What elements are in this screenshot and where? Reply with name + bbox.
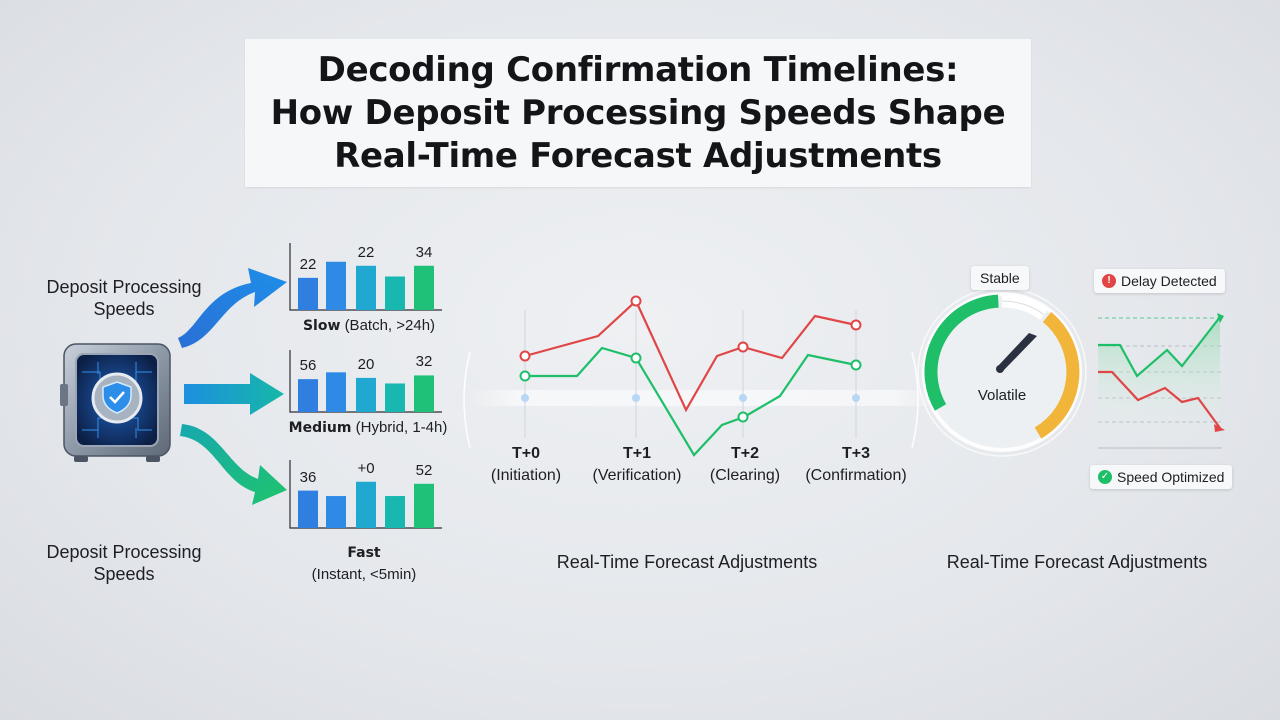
timeline-node [521,394,529,402]
bar [385,383,405,412]
bar [385,496,405,528]
timeline-label-t2: T+2 (Clearing) [685,443,805,487]
bar-data-label: 32 [415,353,433,371]
bar [356,377,376,412]
medium-caption-bold: Medium [288,420,352,436]
bar [356,265,376,310]
speed-optimized-badge: ✓ Speed Optimized [1090,465,1233,489]
timeline-node [632,394,640,402]
t2-label: T+2 [730,445,759,462]
medium-caption: Medium (Hybrid, 1-4h) [280,418,456,438]
timeline-node [852,394,860,402]
bar [414,483,434,528]
bar [385,276,405,310]
bar [356,481,376,528]
bar-data-label: +0 [357,459,375,477]
fast-caption-rest: (Instant, <5min) [311,566,417,583]
trend-green-line [1098,316,1221,378]
green-point [519,370,531,382]
bar-marks [298,261,434,528]
stable-text: Stable [980,270,1020,286]
red-point [737,341,749,353]
bar-data-label: 34 [415,243,433,261]
bar [326,496,346,528]
red-point [850,319,862,331]
alert-icon: ! [1102,274,1116,288]
gauge-caption: Real-Time Forecast Adjustments [946,552,1208,572]
bar-data-label: 56 [299,357,317,375]
title-line-2: How Deposit Processing Speeds Shape [270,92,1006,133]
gauge-icon [917,287,1087,457]
bar [298,379,318,412]
series-line-red [524,299,857,413]
t0-label: T+0 [511,445,540,462]
timeline-caption: Real-Time Forecast Adjustments [556,552,818,572]
arrow-fast [180,424,287,505]
t3-sub: (Confirmation) [805,467,907,484]
timeline-label-t0: T+0 (Initiation) [466,443,586,487]
bar-data-label: 20 [357,355,375,373]
trend-red-line [1098,370,1221,429]
deposit-speeds-label-bottom: Deposit Processing Speeds [46,542,202,584]
bar [298,277,318,310]
arrow-slow [178,268,287,348]
green-point [630,352,642,364]
red-point [630,295,642,307]
red-point [519,350,531,362]
t1-label: T+1 [622,445,651,462]
bar-data-label: 36 [299,468,317,486]
bar [414,375,434,412]
bar [326,261,346,310]
bar-data-label: 22 [299,255,317,273]
title-box: Decoding Confirmation Timelines: How Dep… [245,39,1031,187]
bar [298,490,318,528]
t1-sub: (Verification) [592,467,682,484]
timeline-chart [463,295,940,457]
timeline-node [739,394,747,402]
green-point [850,359,862,371]
check-circle-icon: ✓ [1098,470,1112,484]
slow-caption-bold: Slow [302,318,341,334]
gauge-stable-label: Stable [971,266,1029,290]
delay-detected-text: Delay Detected [1121,273,1217,289]
title-line-1: Decoding Confirmation Timelines: [317,49,959,90]
deposit-speeds-label-top: Deposit Processing Speeds [46,277,202,319]
timeline-label-t1: T+1 (Verification) [577,443,697,487]
bar-data-label: 52 [415,461,433,479]
vault-icon [60,343,171,462]
trend-chart [1098,313,1225,449]
series-line-green [525,346,857,457]
fast-caption: Fast (Instant, <5min) [284,542,444,585]
timeline-label-t3: T+3 (Confirmation) [796,443,916,487]
bar [326,372,346,412]
gauge-center-label: Volatile [977,387,1027,404]
title-line-3: Real-Time Forecast Adjustments [334,135,942,176]
speed-optimized-text: Speed Optimized [1117,469,1225,485]
fast-caption-bold: Fast [347,545,381,561]
arrow-medium [184,373,284,415]
medium-caption-rest: (Hybrid, 1-4h) [355,419,448,436]
green-point [737,411,749,423]
slow-caption: Slow (Batch, >24h) [284,316,454,336]
bar-data-label: 22 [357,243,375,261]
t0-sub: (Initiation) [490,467,562,484]
slow-caption-rest: (Batch, >24h) [344,317,436,334]
t3-label: T+3 [841,445,870,462]
t2-sub: (Clearing) [709,467,781,484]
delay-detected-badge: ! Delay Detected [1094,269,1225,293]
bar [414,265,434,310]
